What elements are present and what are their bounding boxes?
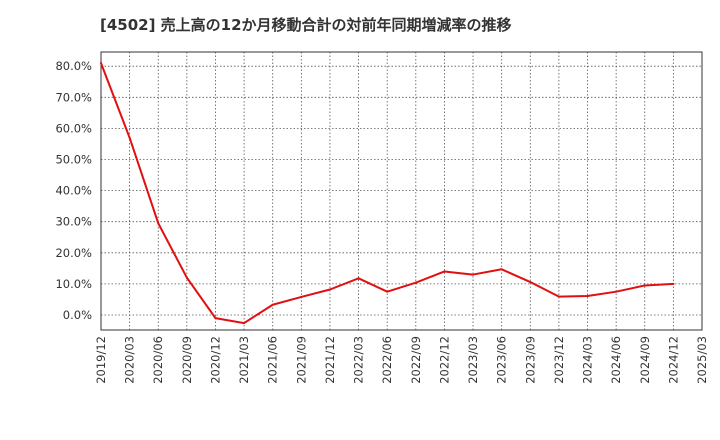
y-axis-ticks: 0.0% 10.0% 20.0% 30.0% 40.0% 50.0% 60.0% 70.0% 8…: [55, 59, 92, 322]
data-point: [100, 62, 102, 65]
data-point: [557, 295, 560, 298]
x-tick-label: 2024/09: [638, 336, 652, 384]
data-point: [414, 281, 417, 284]
x-tick-label: 2023/03: [466, 336, 480, 384]
data-point: [529, 281, 532, 284]
x-tick-label: 2021/12: [323, 336, 337, 384]
x-tick-label: 2022/12: [437, 336, 451, 384]
data-point: [271, 303, 274, 306]
y-tick-label: 70.0%: [55, 90, 92, 104]
data-point: [586, 295, 589, 298]
x-tick-label: 2023/06: [495, 336, 509, 384]
data-point: [357, 277, 360, 280]
series-layer: [100, 62, 675, 325]
x-tick-label: 2025/03: [695, 336, 709, 384]
data-point: [185, 276, 188, 279]
y-tick-label: 20.0%: [55, 246, 92, 260]
x-tick-label: 2024/12: [666, 336, 680, 384]
x-tick-label: 2024/03: [581, 336, 595, 384]
x-tick-label: 2020/03: [123, 336, 137, 384]
x-tick-label: 2021/03: [237, 336, 251, 384]
x-tick-label: 2022/06: [380, 336, 394, 384]
plot-area: [100, 51, 703, 331]
data-point: [157, 222, 160, 225]
data-point: [300, 295, 303, 298]
data-point: [386, 290, 389, 293]
x-tick-label: 2020/12: [208, 336, 222, 384]
data-point: [643, 284, 646, 287]
data-point: [214, 317, 217, 320]
data-point: [243, 322, 246, 325]
x-tick-label: 2022/03: [352, 336, 366, 384]
x-tick-label: 2021/06: [266, 336, 280, 384]
data-point: [328, 288, 331, 291]
x-tick-label: 2021/09: [294, 336, 308, 384]
data-point: [128, 136, 131, 139]
x-tick-label: 2022/09: [409, 336, 423, 384]
y-tick-label: 10.0%: [55, 277, 92, 291]
grid-lines: [101, 52, 702, 330]
y-tick-label: 0.0%: [63, 308, 92, 322]
x-tick-label: 2024/06: [609, 336, 623, 384]
x-tick-label: 2019/12: [94, 336, 108, 384]
y-tick-label: 40.0%: [55, 184, 92, 198]
data-point: [472, 273, 475, 276]
x-tick-label: 2020/06: [151, 336, 165, 384]
chart-title: [4502] 売上高の12か月移動合計の対前年同期増減率の推移: [100, 16, 512, 34]
x-tick-label: 2023/12: [552, 336, 566, 384]
data-point: [500, 268, 503, 271]
data-point: [672, 282, 675, 285]
y-tick-label: 80.0%: [55, 59, 92, 73]
data-point: [615, 290, 618, 293]
y-tick-label: 50.0%: [55, 153, 92, 167]
x-tick-label: 2020/09: [180, 336, 194, 384]
y-tick-label: 30.0%: [55, 215, 92, 229]
x-tick-label: 2023/09: [523, 336, 537, 384]
data-point: [443, 270, 446, 273]
y-tick-label: 60.0%: [55, 121, 92, 135]
x-axis-ticks: 2019/12 2020/03 2020/06 2020/09 2020/12 2021/…: [94, 336, 709, 384]
